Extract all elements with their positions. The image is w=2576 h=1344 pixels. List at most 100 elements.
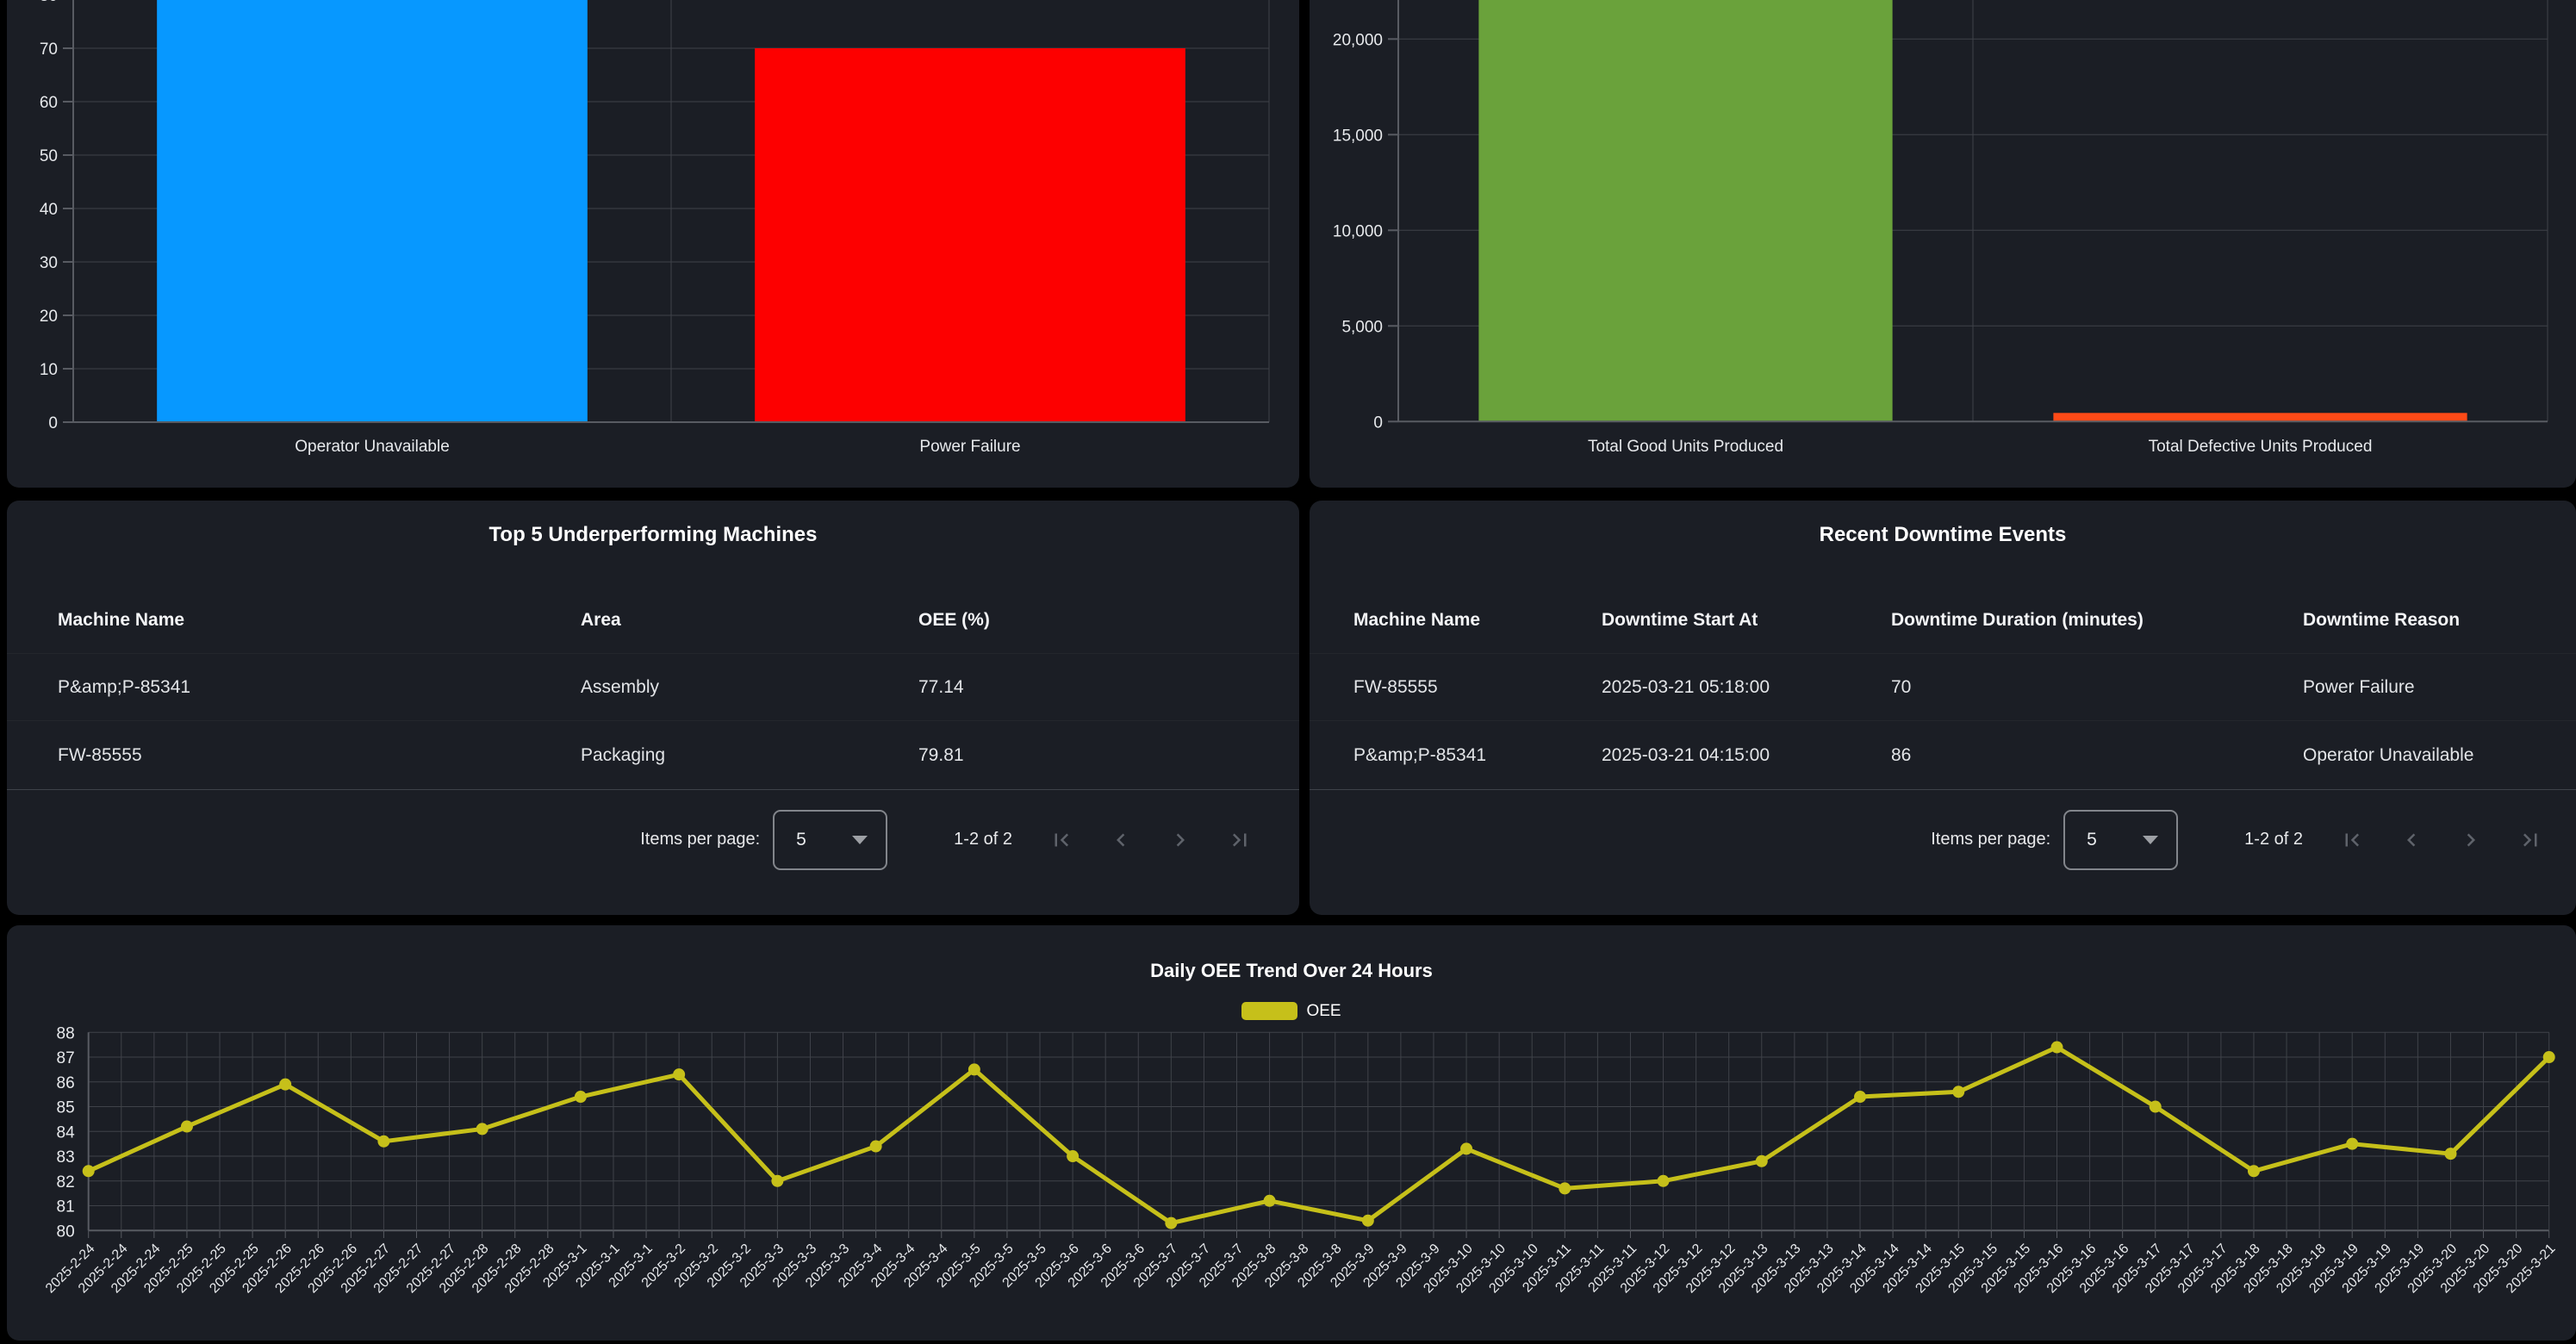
last-page-icon	[2523, 833, 2537, 846]
items-per-page-label: Items per page:	[1931, 830, 2051, 849]
svg-text:70: 70	[40, 40, 58, 59]
cell-oee: 79.81	[918, 744, 964, 765]
cell-downtime-start: 2025-03-21 04:15:00	[1602, 744, 1770, 765]
table-paginator: Items per page: 5 1-2 of 2	[7, 790, 1299, 915]
table-row: FW-85555 Packaging 79.81	[7, 721, 1299, 790]
previous-page-button[interactable]	[2387, 816, 2436, 864]
cell-machine-name: FW-85555	[1353, 676, 1438, 697]
chevron-left-icon	[1117, 833, 1125, 846]
select-arrow-icon	[2143, 835, 2159, 844]
spacer	[7, 552, 1299, 587]
chevron-left-icon	[2407, 833, 2416, 846]
card-downtime-by-reason: 0 10 20 30 40 50 60 70 80 Operator Unavailable Pow…	[7, 0, 1299, 488]
underperforming-table-title: Top 5 Underperforming Machines	[488, 523, 818, 546]
cell-downtime-duration: 70	[1891, 676, 1912, 697]
svg-text:50: 50	[40, 147, 58, 165]
svg-text:Operator Unavailable: Operator Unavailable	[295, 438, 450, 456]
select-arrow-icon	[852, 835, 868, 844]
card-production-units: 0 5,000 10,000 15,000 20,000 Total Good Units…	[1310, 0, 2576, 488]
svg-text:84: 84	[57, 1123, 76, 1142]
daily-oee-trend-chart: 8081828384858687882025-2-242025-2-242025…	[43, 1024, 2559, 1296]
svg-text:10,000: 10,000	[1333, 222, 1383, 240]
svg-text:0: 0	[48, 414, 58, 432]
downtime-events-table-title: Recent Downtime Events	[1819, 523, 2067, 546]
downtime-events-table-header-row: Machine Name Downtime Start At Downtime …	[1310, 587, 2576, 654]
legend-label-oee: OEE	[1306, 1001, 1341, 1020]
cell-machine-name: FW-85555	[58, 744, 142, 765]
first-page-button[interactable]	[1037, 816, 1086, 864]
page-size-value: 5	[796, 829, 806, 849]
page-size-select[interactable]: 5	[773, 809, 888, 870]
page-range-label: 1-2 of 2	[954, 830, 1012, 849]
svg-text:83: 83	[57, 1148, 75, 1167]
previous-page-button[interactable]	[1097, 816, 1145, 864]
downtime-by-reason-chart: 0 10 20 30 40 50 60 70 80 Operator Unavailable Pow…	[40, 0, 1270, 456]
first-page-button[interactable]	[2328, 816, 2376, 864]
cell-machine-name: P&amp;P-85341	[1353, 744, 1487, 765]
svg-text:Total Good Units Produced: Total Good Units Produced	[1588, 438, 1783, 456]
svg-text:80: 80	[57, 1223, 75, 1241]
column-header-machine-name: Machine Name	[58, 609, 185, 630]
legend-swatch-oee	[1241, 1002, 1298, 1020]
table-paginator: Items per page: 5 1-2 of 2	[1310, 790, 2576, 915]
table-row: FW-85555 2025-03-21 05:18:00 70 Power Fa…	[1310, 654, 2576, 721]
svg-text:86: 86	[57, 1074, 75, 1092]
cell-area: Assembly	[581, 676, 660, 697]
svg-text:Power Failure: Power Failure	[919, 438, 1020, 456]
cell-downtime-reason: Power Failure	[2303, 676, 2415, 697]
svg-text:15,000: 15,000	[1333, 127, 1383, 145]
first-page-icon	[1055, 833, 1069, 846]
column-header-downtime-start: Downtime Start At	[1602, 609, 1758, 630]
svg-text:30: 30	[40, 254, 58, 272]
production-units-chart: 0 5,000 10,000 15,000 20,000 Total Good Units…	[1333, 0, 2548, 456]
table-row: P&amp;P-85341 2025-03-21 04:15:00 86 Ope…	[1310, 721, 2576, 790]
svg-text:5,000: 5,000	[1341, 318, 1383, 336]
column-header-downtime-duration: Downtime Duration (minutes)	[1891, 609, 2144, 630]
last-page-button[interactable]	[1216, 816, 1264, 864]
card-daily-oee-trend: Daily OEE Trend Over 24 Hours OEE 80 81 82…	[7, 925, 2576, 1341]
page-range-label: 1-2 of 2	[2244, 830, 2303, 849]
cell-machine-name: P&amp;P-85341	[58, 676, 191, 697]
svg-text:80: 80	[40, 0, 58, 5]
svg-text:88: 88	[57, 1024, 75, 1042]
svg-text:0: 0	[1373, 414, 1383, 432]
paginator-nav-buttons	[1037, 816, 1264, 864]
column-header-area: Area	[581, 609, 621, 630]
next-page-button[interactable]	[2447, 816, 2495, 864]
items-per-page-label: Items per page:	[640, 830, 761, 849]
svg-text:87: 87	[57, 1049, 75, 1067]
svg-text:40: 40	[40, 201, 58, 219]
cell-area: Packaging	[581, 744, 666, 765]
paginator-nav-buttons	[2328, 816, 2554, 864]
last-page-button[interactable]	[2506, 816, 2554, 864]
svg-text:85: 85	[57, 1099, 75, 1117]
svg-text:20: 20	[40, 308, 58, 326]
svg-text:60: 60	[40, 94, 58, 112]
column-header-machine-name: Machine Name	[1353, 609, 1481, 630]
page-size-value: 5	[2087, 829, 2097, 849]
card-top-underperforming-machines: Top 5 Underperforming Machines Machine N…	[7, 501, 1299, 915]
svg-text:81: 81	[57, 1198, 75, 1216]
column-header-oee: OEE (%)	[918, 609, 990, 630]
svg-text:20,000: 20,000	[1333, 31, 1383, 49]
next-page-button[interactable]	[1156, 816, 1204, 864]
cell-downtime-start: 2025-03-21 05:18:00	[1602, 676, 1770, 697]
page-size-select[interactable]: 5	[2063, 809, 2179, 870]
table-row: P&amp;P-85341 Assembly 77.14	[7, 654, 1299, 721]
cell-downtime-reason: Operator Unavailable	[2303, 744, 2474, 765]
underperforming-table-header-row: Machine Name Area OEE (%)	[7, 587, 1299, 654]
svg-text:Total Defective Units Produced: Total Defective Units Produced	[2149, 438, 2373, 456]
oee-trend-title: Daily OEE Trend Over 24 Hours	[1150, 960, 1433, 981]
card-recent-downtime-events: Recent Downtime Events Machine Name Down…	[1310, 501, 2576, 915]
chevron-right-icon	[1176, 833, 1185, 846]
cell-oee: 77.14	[918, 676, 964, 697]
svg-text:82: 82	[57, 1173, 75, 1192]
cell-downtime-duration: 86	[1891, 744, 1912, 765]
last-page-icon	[1232, 833, 1247, 846]
chevron-right-icon	[2467, 833, 2475, 846]
oee-legend[interactable]: OEE	[7, 1002, 2576, 1020]
first-page-icon	[2345, 833, 2360, 846]
column-header-downtime-reason: Downtime Reason	[2303, 609, 2461, 630]
svg-text:10: 10	[40, 361, 58, 379]
